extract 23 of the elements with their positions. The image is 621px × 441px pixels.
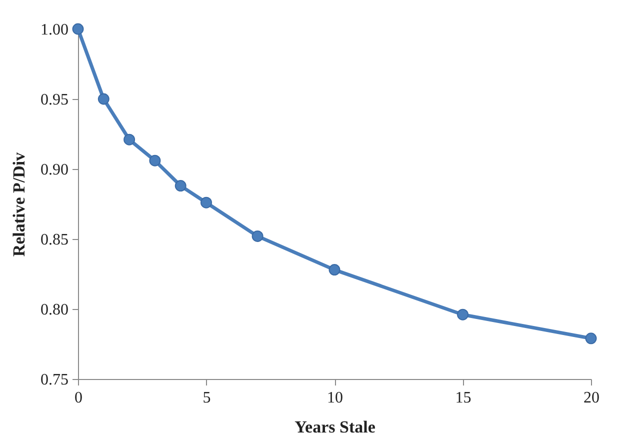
y-axis-title: Relative P/Div: [10, 152, 28, 257]
point: [174, 180, 186, 192]
y-tick-label: 0.85: [40, 232, 68, 248]
x-axis-title: Years Stale: [294, 418, 376, 436]
point: [328, 264, 340, 276]
y-tick-label: 1.00: [40, 22, 68, 38]
point: [252, 230, 264, 242]
x-tick-label: 20: [584, 390, 600, 406]
point: [72, 23, 84, 35]
y-tick-label: 0.95: [40, 92, 68, 108]
x-tick-label: 10: [327, 390, 343, 406]
x-tick-label: 0: [74, 390, 82, 406]
y-tick-label: 0.90: [40, 162, 68, 178]
point: [124, 134, 136, 146]
point: [457, 308, 468, 320]
x-tick-label: 5: [202, 390, 211, 406]
point: [200, 196, 212, 208]
point: [149, 154, 161, 166]
y-tick-label: 0.75: [40, 372, 68, 388]
point: [98, 93, 110, 105]
x-tick-label: 15: [455, 390, 472, 406]
point: [585, 332, 597, 344]
y-tick-label: 0.80: [40, 302, 68, 318]
